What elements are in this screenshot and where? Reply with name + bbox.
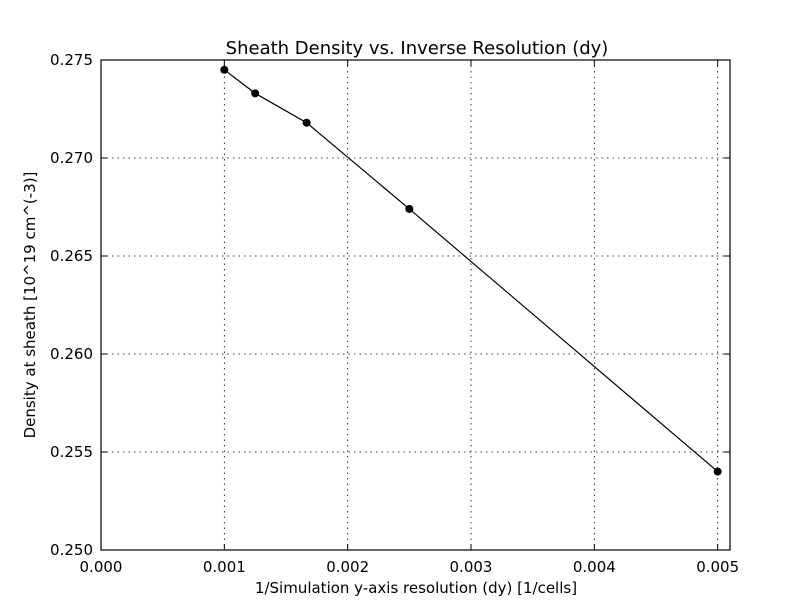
x-tick-label: 0.002 xyxy=(326,558,369,576)
chart-title: Sheath Density vs. Inverse Resolution (d… xyxy=(226,38,609,59)
series-line xyxy=(223,69,719,473)
data-point xyxy=(713,467,722,476)
y-tick-label: 0.270 xyxy=(50,149,93,167)
x-tick-labels: 0.000 0.001 0.002 0.003 0.004 0.005 xyxy=(80,558,740,576)
x-tick-label: 0.003 xyxy=(450,558,493,576)
y-tick-labels: 0.250 0.255 0.260 0.265 0.270 0.275 xyxy=(50,51,93,559)
y-tick-label: 0.260 xyxy=(50,345,93,363)
x-tick-label: 0.001 xyxy=(203,558,246,576)
data-point xyxy=(220,65,229,74)
plot-frame xyxy=(100,59,731,551)
y-axis-label: Density at sheath [10^19 cm^(-3)] xyxy=(21,172,39,439)
data-point xyxy=(302,118,311,127)
y-tick-label: 0.265 xyxy=(50,247,93,265)
x-tick-label: 0.004 xyxy=(573,558,616,576)
x-tick-label: 0.000 xyxy=(80,558,123,576)
x-axis-label: 1/Simulation y-axis resolution (dy) [1/c… xyxy=(255,579,577,597)
series xyxy=(220,65,722,476)
y-tick-label: 0.275 xyxy=(50,51,93,69)
y-tick-label: 0.255 xyxy=(50,443,93,461)
y-tick-label: 0.250 xyxy=(50,541,93,559)
axis-ticks xyxy=(100,59,730,551)
x-tick-label: 0.005 xyxy=(696,558,739,576)
data-point xyxy=(405,204,414,213)
grid xyxy=(101,60,730,550)
data-point xyxy=(251,89,260,98)
